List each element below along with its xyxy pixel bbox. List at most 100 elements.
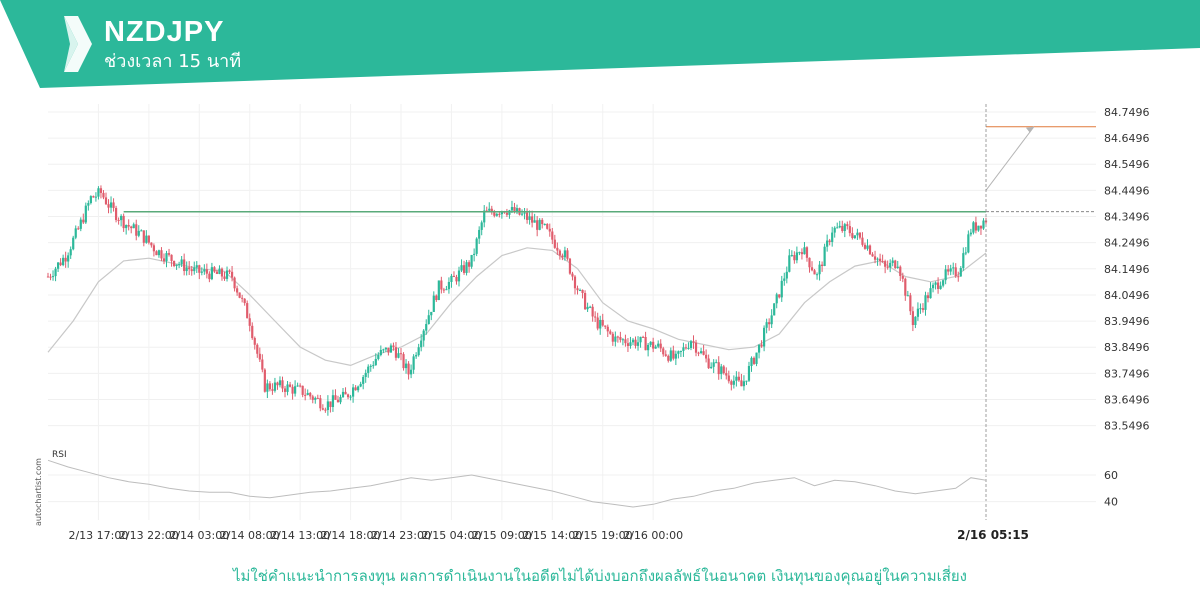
- candle-body: [251, 325, 254, 339]
- candle-body: [914, 316, 917, 326]
- candle-body: [899, 266, 902, 276]
- candle-body: [712, 362, 715, 367]
- price-tick-label: 83.5496: [1104, 420, 1150, 433]
- candle-body: [344, 391, 347, 395]
- candle-body: [757, 344, 761, 353]
- candle-body: [848, 226, 851, 234]
- rsi-label: RSI: [52, 450, 67, 460]
- candle-body: [495, 213, 498, 216]
- candle-body: [412, 356, 415, 370]
- candle-body: [720, 366, 723, 375]
- candle-body: [51, 276, 55, 278]
- candle-body: [717, 362, 720, 375]
- candle-body: [901, 275, 904, 279]
- candle-body: [841, 225, 844, 232]
- candle-body: [483, 210, 486, 223]
- candle-body: [815, 274, 819, 276]
- time-tick-label: 2/15 04:00: [421, 529, 481, 542]
- candle-body: [236, 288, 239, 293]
- candle-body: [84, 205, 87, 223]
- candle-body: [130, 226, 133, 229]
- candle-body: [309, 392, 312, 397]
- rsi-panel: RSI 60 40: [47, 450, 1118, 509]
- candle-body: [939, 285, 942, 289]
- candle-body: [46, 276, 50, 278]
- candle-body: [225, 270, 229, 279]
- candle-body: [167, 253, 171, 255]
- candle-body: [450, 275, 453, 282]
- candle-body: [735, 376, 738, 381]
- price-tick-label: 84.4496: [1104, 184, 1150, 197]
- candle-body: [137, 230, 140, 236]
- candle-body: [553, 239, 556, 248]
- candle-body: [634, 339, 637, 346]
- candle-body: [77, 228, 80, 230]
- candle-body: [566, 250, 569, 259]
- candle-body: [858, 232, 862, 238]
- candle-body: [263, 369, 266, 392]
- candle-body: [114, 207, 118, 221]
- candle-body: [810, 267, 814, 271]
- candle-body: [631, 339, 635, 343]
- candle-body: [705, 354, 708, 359]
- candle-body: [790, 255, 793, 257]
- candle-body: [334, 395, 337, 400]
- candle-body: [619, 337, 622, 340]
- candle-body: [573, 276, 577, 289]
- candle-body: [866, 245, 869, 249]
- candle-body: [238, 292, 241, 298]
- candle-body: [253, 338, 256, 345]
- candle-body: [175, 264, 178, 267]
- candle-body: [594, 316, 597, 318]
- candle-body: [74, 228, 77, 238]
- candle-body: [699, 351, 703, 354]
- candle-body: [490, 208, 493, 213]
- candle-body: [473, 253, 476, 255]
- candle-body: [974, 222, 978, 231]
- candle-body: [747, 365, 751, 381]
- candle-body: [107, 204, 110, 208]
- candle-body: [795, 252, 798, 261]
- candle-body: [926, 295, 930, 299]
- candle-body: [445, 289, 448, 291]
- candle-body: [195, 265, 198, 268]
- candle-body: [851, 233, 854, 239]
- candle-body: [884, 261, 887, 267]
- candle-body: [596, 317, 599, 329]
- candle-body: [548, 228, 551, 232]
- candle-body: [359, 383, 362, 387]
- price-tick-label: 84.3496: [1104, 211, 1150, 224]
- candle-body: [826, 240, 829, 247]
- candle-body: [352, 387, 355, 397]
- candle-body: [498, 213, 501, 215]
- candle-body: [768, 322, 771, 325]
- candle-body: [379, 349, 382, 356]
- candle-body: [233, 277, 236, 289]
- candle-body: [873, 256, 877, 260]
- candle-body: [399, 353, 403, 355]
- candle-body: [125, 225, 128, 229]
- candle-body: [621, 339, 625, 341]
- candle-body: [467, 262, 471, 267]
- candle-body: [742, 381, 746, 387]
- candle-body: [793, 255, 796, 261]
- time-tick-label: 2/14 18:00: [321, 529, 381, 542]
- candle-body: [291, 386, 294, 394]
- candle-body: [69, 249, 72, 256]
- candle-body: [415, 355, 418, 357]
- candle-body: [162, 258, 166, 262]
- candle-body: [626, 343, 630, 346]
- candle-body: [79, 219, 82, 229]
- candle-body: [109, 202, 113, 208]
- candle-body: [730, 381, 733, 385]
- candle-body: [692, 341, 695, 343]
- candle-body: [283, 388, 287, 392]
- candle-body: [881, 260, 884, 262]
- candle-body: [934, 282, 937, 285]
- candle-body: [954, 267, 957, 277]
- candle-body: [185, 267, 188, 272]
- candle-body: [878, 258, 882, 261]
- candle-body: [364, 372, 367, 378]
- candle-body: [541, 219, 544, 225]
- candle-body: [510, 207, 514, 211]
